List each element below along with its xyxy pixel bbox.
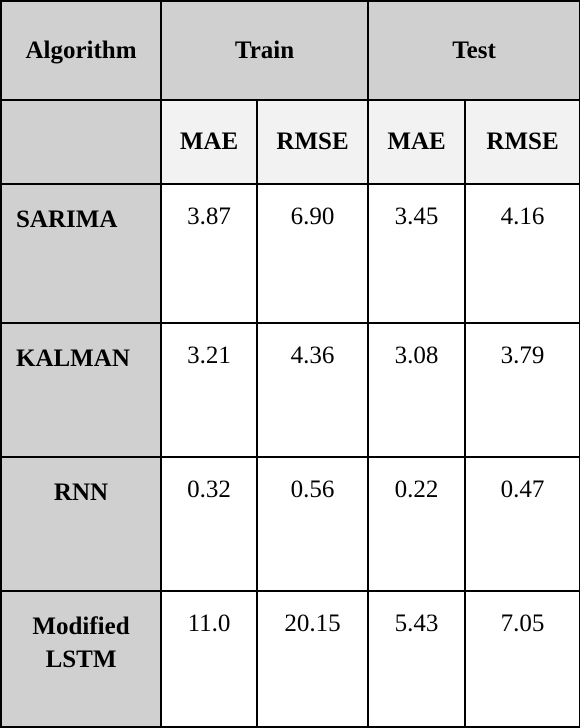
train-rmse-value: 0.56 [255, 456, 370, 592]
train-rmse-value: 4.36 [255, 322, 370, 458]
test-mae-value: 0.22 [367, 456, 467, 592]
algorithm-name-line2: LSTM [45, 646, 117, 673]
algorithm-name: SARIMA [0, 183, 162, 324]
header-row-groups: Algorithm Train Test [0, 0, 580, 101]
algorithm-header: Algorithm [0, 0, 162, 101]
table-row: SARIMA 3.87 6.90 3.45 4.16 [0, 183, 580, 324]
algorithm-name: KALMAN [0, 322, 162, 458]
test-rmse-value: 4.16 [464, 183, 580, 324]
train-rmse-value: 20.15 [255, 590, 370, 728]
train-header: Train [159, 0, 370, 101]
test-rmse-value: 0.47 [464, 456, 580, 592]
table-row: Modified LSTM 11.0 20.15 5.43 7.05 [0, 590, 580, 728]
train-mae-value: 11.0 [160, 590, 258, 728]
test-rmse-value: 3.79 [464, 322, 580, 458]
test-mae-value: 5.43 [367, 590, 467, 728]
train-rmse-header: RMSE [255, 99, 370, 185]
table-row: RNN 0.32 0.56 0.22 0.47 [0, 456, 580, 592]
train-mae-value: 3.21 [160, 322, 258, 458]
blank-header-cell [0, 99, 162, 185]
test-rmse-value: 7.05 [464, 590, 580, 728]
table-row: KALMAN 3.21 4.36 3.08 3.79 [0, 322, 580, 458]
test-mae-value: 3.08 [367, 322, 467, 458]
test-rmse-header: RMSE [464, 99, 580, 185]
train-rmse-value: 6.90 [255, 183, 370, 324]
algorithm-name: Modified LSTM [0, 590, 162, 728]
algorithm-name-line1: Modified [32, 613, 130, 640]
header-row-metrics: MAE RMSE MAE RMSE [0, 99, 580, 185]
test-mae-header: MAE [367, 99, 467, 185]
train-mae-value: 3.87 [160, 183, 258, 324]
test-header: Test [367, 0, 580, 101]
train-mae-header: MAE [160, 99, 258, 185]
test-mae-value: 3.45 [367, 183, 467, 324]
algorithm-name: RNN [0, 456, 162, 592]
train-mae-value: 0.32 [160, 456, 258, 592]
